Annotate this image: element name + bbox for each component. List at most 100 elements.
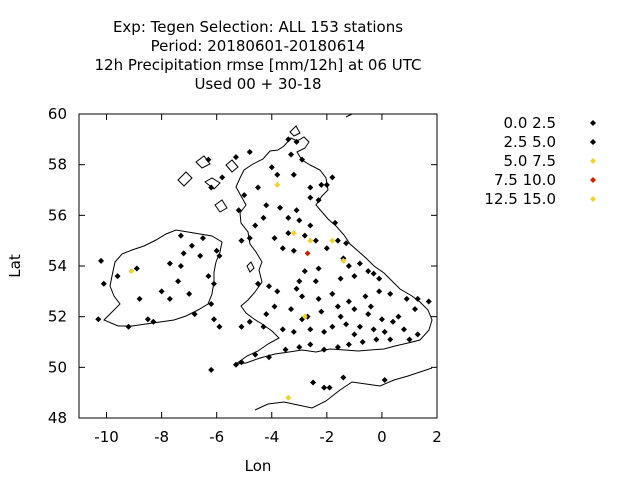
station-point xyxy=(359,339,366,345)
station-point xyxy=(266,283,273,290)
station-point xyxy=(205,273,212,280)
station-point xyxy=(285,136,292,143)
y-axis-label: Lat xyxy=(6,254,24,278)
station-point xyxy=(315,197,322,204)
station-point xyxy=(334,303,341,310)
station-point xyxy=(304,250,311,257)
station-point xyxy=(133,265,140,272)
station-point xyxy=(175,278,182,285)
plot-border xyxy=(78,113,438,419)
station-point xyxy=(210,316,217,323)
station-point xyxy=(315,265,322,272)
title-line-2: Period: 20180601-20180614 xyxy=(151,37,366,55)
station-point xyxy=(337,275,344,282)
station-point xyxy=(376,275,383,282)
station-point xyxy=(323,181,330,188)
x-tick-label: -6 xyxy=(209,428,224,446)
station-point xyxy=(370,270,377,277)
y-tick-label: 50 xyxy=(48,358,67,376)
station-point xyxy=(114,273,121,280)
title-line-4: Used 00 + 30-18 xyxy=(194,75,321,93)
station-point xyxy=(301,268,308,275)
station-point xyxy=(290,328,297,335)
station-point xyxy=(293,285,300,292)
station-point xyxy=(365,311,372,318)
station-point xyxy=(208,301,215,307)
station-point xyxy=(213,247,220,254)
station-point xyxy=(389,318,396,325)
station-point xyxy=(246,235,253,242)
station-point xyxy=(334,237,341,244)
station-point xyxy=(268,164,275,171)
station-point xyxy=(329,174,336,181)
station-point xyxy=(293,207,300,214)
station-point xyxy=(381,328,388,335)
station-point xyxy=(277,204,284,211)
station-point xyxy=(158,288,165,295)
station-point xyxy=(293,138,300,145)
station-point xyxy=(191,311,198,318)
station-point xyxy=(136,295,143,302)
station-point xyxy=(370,326,377,333)
station-point xyxy=(425,298,432,305)
legend-entry-label: 2.5 5.0 xyxy=(504,133,556,151)
station-point xyxy=(279,326,286,333)
station-point xyxy=(95,316,102,323)
station-point xyxy=(321,328,328,335)
station-point xyxy=(252,351,259,358)
station-point xyxy=(177,263,184,269)
station-point xyxy=(150,318,157,325)
station-point xyxy=(98,257,105,264)
station-point xyxy=(188,242,195,249)
station-point xyxy=(125,323,132,330)
legend-entry-label: 12.5 15.0 xyxy=(484,190,556,208)
station-point xyxy=(414,331,421,338)
station-point xyxy=(180,250,187,257)
station-point xyxy=(199,235,206,242)
station-point xyxy=(208,366,215,373)
station-point xyxy=(299,293,306,300)
station-point xyxy=(323,245,330,252)
station-point xyxy=(274,288,281,295)
y-tick-label: 58 xyxy=(48,156,67,174)
station-point xyxy=(260,323,267,330)
station-point xyxy=(296,344,303,351)
axis-ticks: -10 -8 -6 -4 -2 0 2 48 50 52 54 56 58 60 xyxy=(48,105,442,446)
station-point xyxy=(307,341,314,348)
station-point xyxy=(128,268,135,275)
station-point xyxy=(329,290,336,297)
station-point xyxy=(345,263,352,269)
station-point xyxy=(263,202,270,209)
station-point xyxy=(299,156,306,163)
station-point xyxy=(334,344,341,351)
station-point xyxy=(290,247,297,254)
station-point xyxy=(238,359,245,366)
x-tick-label: -10 xyxy=(94,428,119,446)
station-point xyxy=(329,323,336,330)
station-point xyxy=(378,316,385,323)
station-point xyxy=(288,306,295,313)
station-point xyxy=(376,288,383,295)
station-point xyxy=(332,219,339,226)
plot-area xyxy=(78,113,438,419)
legend-entry-label: 7.5 10.0 xyxy=(494,171,556,189)
station-point xyxy=(232,154,239,161)
station-point xyxy=(166,260,173,267)
station-point xyxy=(285,230,292,237)
station-point xyxy=(274,181,281,188)
legend-entry-label: 5.0 7.5 xyxy=(504,152,556,170)
station-point xyxy=(321,346,328,353)
station-point xyxy=(144,316,151,323)
legend: 0.0 2.52.5 5.05.0 7.57.5 10.012.5 15.0 xyxy=(484,114,596,208)
station-point xyxy=(279,245,286,252)
station-point xyxy=(255,184,261,191)
station-point xyxy=(406,336,413,343)
x-tick-label: -2 xyxy=(319,428,334,446)
station-point xyxy=(381,377,388,383)
station-point xyxy=(274,171,281,178)
station-point xyxy=(285,214,292,221)
station-point xyxy=(356,260,363,267)
station-point xyxy=(238,323,245,330)
station-point xyxy=(296,217,303,224)
station-point xyxy=(216,323,223,330)
